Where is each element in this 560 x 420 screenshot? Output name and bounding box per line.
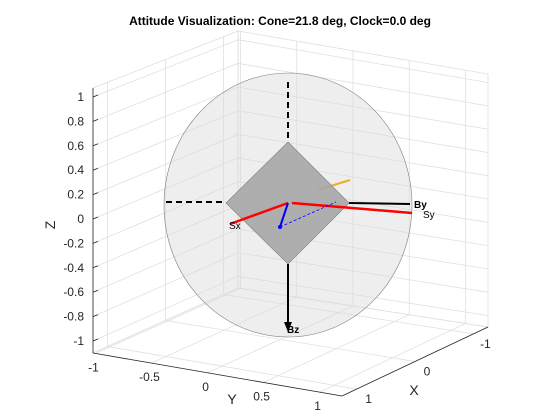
y-tick-label: -1	[88, 360, 99, 374]
x-grid-line	[165, 320, 416, 362]
x-tick-labels: -1 0 1	[365, 337, 491, 406]
x-tick-label: 0	[424, 365, 431, 379]
z-tick-labels: -1 -0.8 -0.6 -0.4 -0.2 0 0.2 0.4 0.6 0.8 1	[63, 90, 99, 348]
axes-grid	[91, 30, 490, 397]
z-tick-mark	[92, 338, 99, 342]
y-tick-label: 1	[314, 399, 321, 413]
z-grid-line	[92, 134, 489, 195]
z-tick-label: 1	[77, 90, 84, 104]
z-tick-label: -0.8	[63, 310, 84, 324]
sy-label: Sy	[423, 210, 435, 221]
z-tick-label: 0.4	[67, 163, 84, 177]
z-grid-line	[92, 181, 489, 244]
z-tick-mark	[92, 143, 99, 147]
z-tick-mark	[92, 192, 99, 195]
body-axes	[284, 202, 411, 332]
x-axis-line	[341, 326, 489, 397]
z-grid-line	[92, 228, 489, 293]
z-tick-mark	[92, 167, 99, 171]
y-tick-label: -0.5	[139, 370, 160, 384]
z-tick-label: 0.8	[67, 114, 84, 128]
chart-title: Attitude Visualization: Cone=21.8 deg, C…	[129, 14, 431, 28]
sail-axes	[229, 201, 413, 226]
z-tick-mark	[92, 314, 99, 317]
y-axis-label: Y	[227, 391, 237, 407]
z-tick-mark	[92, 94, 99, 98]
normal-tip	[278, 225, 282, 229]
axis-frame	[92, 88, 489, 397]
z-tick-label: -0.4	[63, 261, 84, 275]
x-grid-line	[223, 294, 474, 335]
z-grid-line	[92, 110, 489, 171]
normal-vector-group	[278, 201, 337, 229]
bz-label: Bz	[287, 325, 299, 336]
z-tick-label: 0.2	[67, 188, 84, 202]
x-axis-label: X	[409, 382, 419, 398]
grid-lines	[92, 31, 489, 393]
bz-arrowhead	[284, 322, 292, 332]
x-grid-line	[107, 346, 357, 390]
by-label: By	[414, 200, 427, 211]
z-grid-line	[92, 86, 489, 147]
z-tick-label: 0.6	[67, 139, 84, 153]
z-tick-mark	[92, 241, 99, 244]
normal-vector	[279, 202, 289, 228]
z-tick-label: -1	[73, 334, 84, 348]
z-grid-line	[92, 63, 489, 122]
by-vector	[348, 202, 411, 205]
z-tick-label: -0.2	[63, 236, 84, 250]
y-tick-labels: -1 -0.5 0 0.5 1	[88, 360, 321, 413]
sx-vector	[229, 201, 289, 226]
y-tick-label: 0	[202, 380, 209, 394]
z-tick-label: -0.6	[63, 285, 84, 299]
y-tick-label: 0.5	[253, 389, 270, 403]
z-tick-label: 0	[77, 212, 84, 226]
z-grid-line	[92, 252, 489, 317]
z-axis-label: Z	[42, 220, 58, 229]
z-grid-line	[92, 157, 489, 220]
x-tick-label: 1	[365, 392, 372, 406]
z-tick-mark	[92, 289, 99, 293]
x-tick-label: -1	[480, 337, 491, 351]
y-axis-line	[92, 352, 343, 397]
z-tick-mark	[92, 265, 99, 269]
z-tick-mark	[92, 216, 99, 220]
z-tick-mark	[92, 119, 99, 122]
sy-vector	[291, 201, 413, 215]
sx-label: Sx	[229, 221, 241, 232]
dashed-body-axes	[166, 82, 289, 203]
z-grid-line	[92, 39, 489, 98]
normal-projection	[279, 201, 337, 228]
z-grid-line	[92, 276, 489, 342]
